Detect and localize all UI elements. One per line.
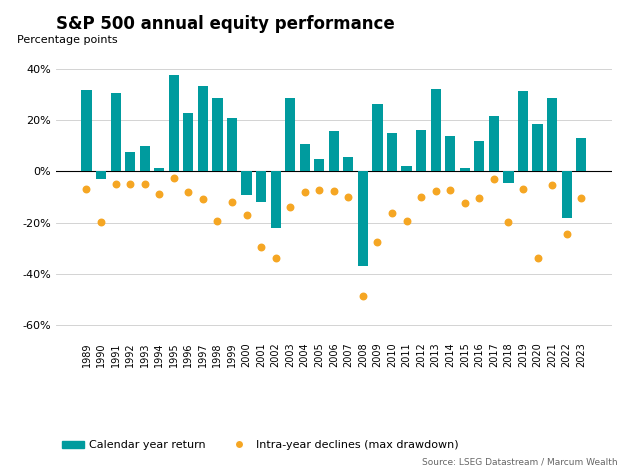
Point (460, 199, 470, 207)
Text: S&P 500 annual equity performance: S&P 500 annual equity performance (56, 15, 395, 32)
Point (96, 219, 106, 226)
Bar (168, 75, 179, 171)
Point (125, 181, 135, 188)
Bar (110, 93, 120, 171)
Point (140, 181, 150, 188)
Bar (460, 168, 470, 171)
Bar (489, 116, 499, 171)
Point (518, 185, 528, 193)
Point (431, 187, 441, 195)
Bar (81, 91, 92, 171)
Bar (576, 138, 587, 171)
Point (154, 190, 164, 198)
Point (358, 293, 368, 300)
Point (387, 209, 397, 216)
Bar (227, 118, 237, 171)
Bar (416, 130, 426, 171)
Bar (373, 104, 383, 171)
Bar (285, 98, 295, 171)
Point (416, 193, 426, 200)
Bar (343, 157, 353, 171)
Point (576, 194, 586, 202)
Point (285, 204, 295, 211)
Point (227, 198, 237, 206)
Point (532, 254, 542, 262)
Bar (358, 171, 368, 266)
Point (562, 230, 572, 238)
Text: Source: LSEG Datastream / Marcum Wealth: Source: LSEG Datastream / Marcum Wealth (422, 458, 618, 467)
Point (241, 211, 251, 219)
Point (489, 175, 499, 182)
Point (474, 195, 484, 202)
Bar (329, 131, 339, 171)
Bar (183, 113, 193, 171)
Bar (532, 124, 543, 171)
Point (169, 174, 179, 182)
Bar (212, 98, 223, 171)
Point (446, 187, 456, 194)
Bar (474, 141, 484, 171)
Bar (314, 159, 324, 171)
Point (300, 189, 310, 196)
Point (402, 217, 412, 225)
Bar (198, 86, 208, 171)
Bar (445, 136, 456, 171)
Bar (300, 144, 310, 171)
Bar (125, 152, 135, 171)
Point (504, 218, 514, 226)
Bar (431, 89, 441, 171)
Point (314, 186, 324, 193)
Legend: Calendar year return, Intra-year declines (max drawdown): Calendar year return, Intra-year decline… (62, 440, 459, 450)
Bar (96, 171, 106, 179)
Bar (547, 98, 557, 171)
Point (271, 254, 281, 261)
Text: Percentage points: Percentage points (17, 35, 118, 45)
Point (183, 188, 193, 196)
Point (547, 181, 557, 189)
Point (198, 195, 208, 203)
Bar (387, 133, 397, 171)
Point (343, 193, 353, 200)
Bar (241, 171, 251, 195)
Bar (256, 171, 266, 202)
Bar (271, 171, 281, 228)
Point (110, 181, 120, 188)
Bar (504, 171, 514, 182)
Bar (401, 166, 412, 171)
Point (373, 238, 383, 246)
Bar (140, 145, 150, 171)
Point (212, 217, 222, 225)
Point (256, 243, 266, 251)
Point (329, 187, 339, 195)
Point (82, 186, 92, 193)
Bar (518, 91, 528, 171)
Bar (154, 168, 164, 171)
Bar (562, 171, 572, 218)
